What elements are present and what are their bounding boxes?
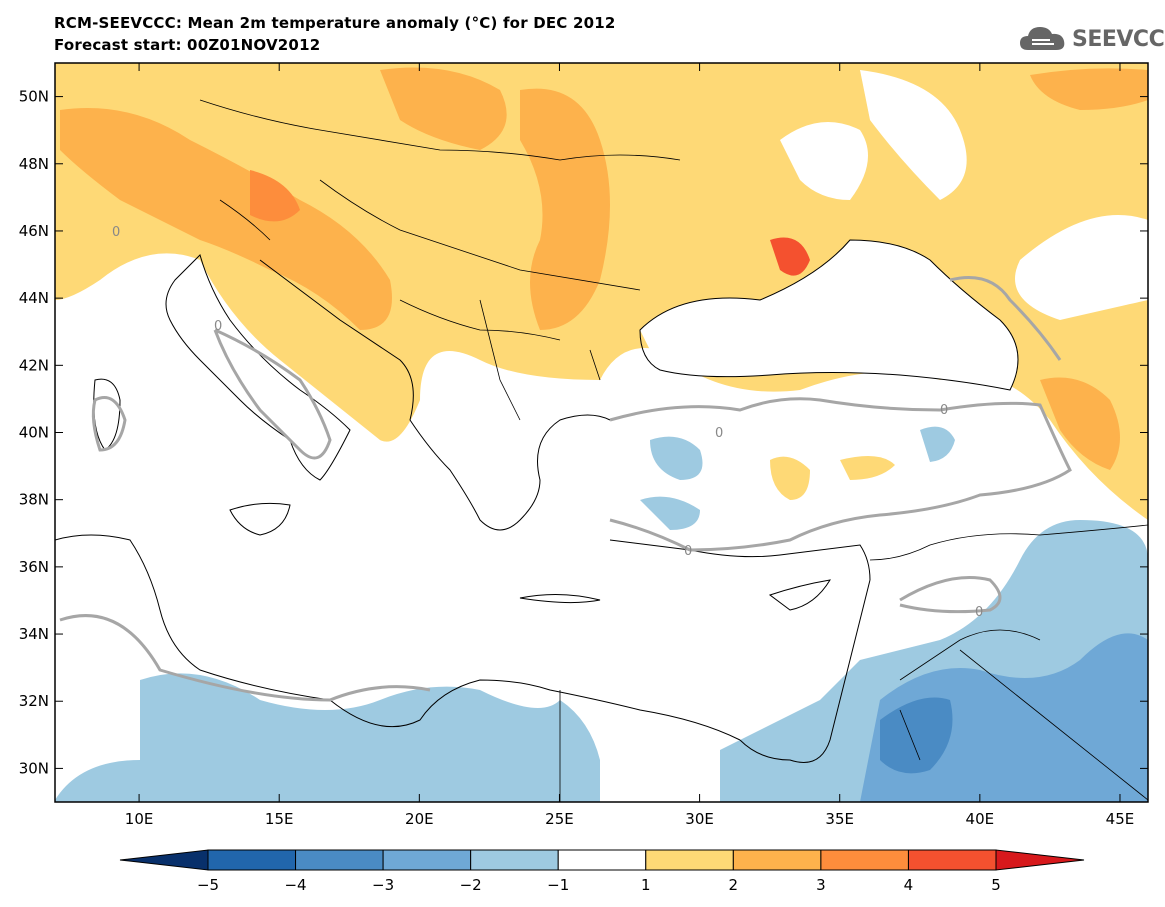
colorbar-max-arrow bbox=[995, 849, 1085, 871]
contour-label-4: 0 bbox=[975, 605, 983, 620]
darkest-cool-arabia bbox=[880, 697, 953, 774]
orange-core-alps bbox=[60, 108, 392, 330]
black-sea-coast bbox=[639, 239, 1019, 391]
zero-contours bbox=[59, 276, 1072, 702]
cool-region-south bbox=[55, 673, 600, 802]
zero-contour-italy bbox=[213, 328, 332, 460]
colorbar-label: 5 bbox=[991, 876, 1001, 894]
y-tick-label: 42N bbox=[19, 356, 49, 374]
cloud-icon bbox=[1020, 27, 1065, 50]
y-tick-label: 48N bbox=[19, 155, 49, 173]
zero-contour-anatolia bbox=[609, 397, 1072, 552]
middle-east-borders bbox=[559, 524, 1148, 802]
white-russia bbox=[860, 70, 967, 200]
y-tick-label: 32N bbox=[19, 692, 49, 710]
y-tick-label: 44N bbox=[19, 289, 49, 307]
x-tick-label: 45E bbox=[1106, 810, 1135, 828]
colorbar-label: 4 bbox=[904, 876, 914, 894]
zero-contour-levant bbox=[899, 576, 1002, 614]
y-tick-label: 38N bbox=[19, 491, 49, 509]
x-tick-label: 20E bbox=[405, 810, 434, 828]
chart-title: RCM-SEEVCCC: Mean 2m temperature anomaly… bbox=[54, 14, 616, 32]
cool-patch-anatolia-east bbox=[920, 426, 955, 462]
contour-label-5: 0 bbox=[112, 225, 120, 240]
colorbar-min-arrow bbox=[119, 849, 209, 871]
colorbar-box bbox=[732, 849, 822, 871]
x-tick-label: 35E bbox=[825, 810, 854, 828]
warm-patch-anatolia-2 bbox=[840, 456, 895, 480]
colorbar-label: −2 bbox=[460, 876, 482, 894]
zero-contour-sardinia bbox=[91, 396, 127, 452]
x-tick-label: 40E bbox=[966, 810, 995, 828]
colorbar-box bbox=[907, 849, 997, 871]
deep-orange-slovenia bbox=[250, 170, 300, 222]
sicily bbox=[229, 502, 291, 536]
colorbar-box bbox=[645, 849, 734, 871]
colorbar-label: −4 bbox=[284, 876, 306, 894]
contour-label-3: 0 bbox=[940, 403, 948, 418]
colorbar-label: 1 bbox=[641, 876, 651, 894]
africa-coast bbox=[55, 534, 741, 741]
colorbar-label: −3 bbox=[372, 876, 394, 894]
cool-patch-anatolia bbox=[650, 436, 703, 480]
colorbar-box bbox=[295, 849, 384, 871]
cool-patch-sicily-sea bbox=[640, 496, 700, 530]
x-tick-label: 30E bbox=[685, 810, 714, 828]
contour-label-2: 0 bbox=[715, 426, 723, 441]
colorbar-label: −1 bbox=[547, 876, 569, 894]
chart-subtitle: Forecast start: 00Z01NOV2012 bbox=[54, 36, 321, 54]
axes: 10E 15E 20E 25E 30E 35E 40E 45E 30N 32N 34N 36N 38N 4… bbox=[19, 63, 1148, 828]
colorbar-label: −5 bbox=[197, 876, 219, 894]
balkan-coast bbox=[259, 259, 611, 531]
white-ukraine bbox=[780, 122, 868, 200]
crete bbox=[519, 593, 601, 604]
x-tick-label: 10E bbox=[125, 810, 154, 828]
colorbar-box bbox=[470, 849, 559, 871]
colorbar-label: 3 bbox=[816, 876, 826, 894]
x-tick-label: 25E bbox=[545, 810, 574, 828]
y-tick-label: 46N bbox=[19, 222, 49, 240]
orange-core-east bbox=[1030, 68, 1148, 110]
colorbar-label: 2 bbox=[729, 876, 739, 894]
levant-coast bbox=[739, 579, 871, 763]
contour-label-1: 0 bbox=[214, 319, 222, 334]
colorbar: −5 −4 −3 −2 −1 1 2 3 4 5 bbox=[119, 849, 1085, 894]
orange-core-caucasus bbox=[1040, 377, 1120, 470]
cyprus bbox=[768, 579, 831, 611]
red-crimea bbox=[770, 237, 810, 276]
anatolia-south-coast bbox=[609, 539, 871, 581]
warm-region-north bbox=[55, 63, 1148, 520]
x-tick-label: 15E bbox=[265, 810, 294, 828]
y-tick-label: 30N bbox=[19, 759, 49, 777]
colorbar-box bbox=[820, 849, 909, 871]
warm-patch-anatolia bbox=[770, 456, 810, 500]
y-tick-label: 34N bbox=[19, 625, 49, 643]
y-tick-label: 40N bbox=[19, 424, 49, 442]
europe-borders bbox=[199, 99, 681, 421]
logo-text: SEEVCCC bbox=[1072, 26, 1165, 52]
orange-core-carpathians bbox=[520, 88, 610, 330]
colorbar-box bbox=[382, 849, 472, 871]
colorbar-box bbox=[207, 849, 297, 871]
zero-contour-caucasus bbox=[949, 276, 1062, 361]
colorbar-box bbox=[557, 849, 647, 871]
anomaly-fill bbox=[55, 63, 1148, 802]
y-tick-label: 50N bbox=[19, 88, 49, 106]
white-black-sea bbox=[640, 240, 1018, 390]
contour-label-6: 0 bbox=[684, 544, 692, 559]
zero-contour-north-africa bbox=[59, 614, 431, 702]
orange-core-poland bbox=[380, 67, 507, 150]
seevccc-logo: SEEVCCC bbox=[1018, 22, 1165, 56]
y-tick-label: 36N bbox=[19, 558, 49, 576]
